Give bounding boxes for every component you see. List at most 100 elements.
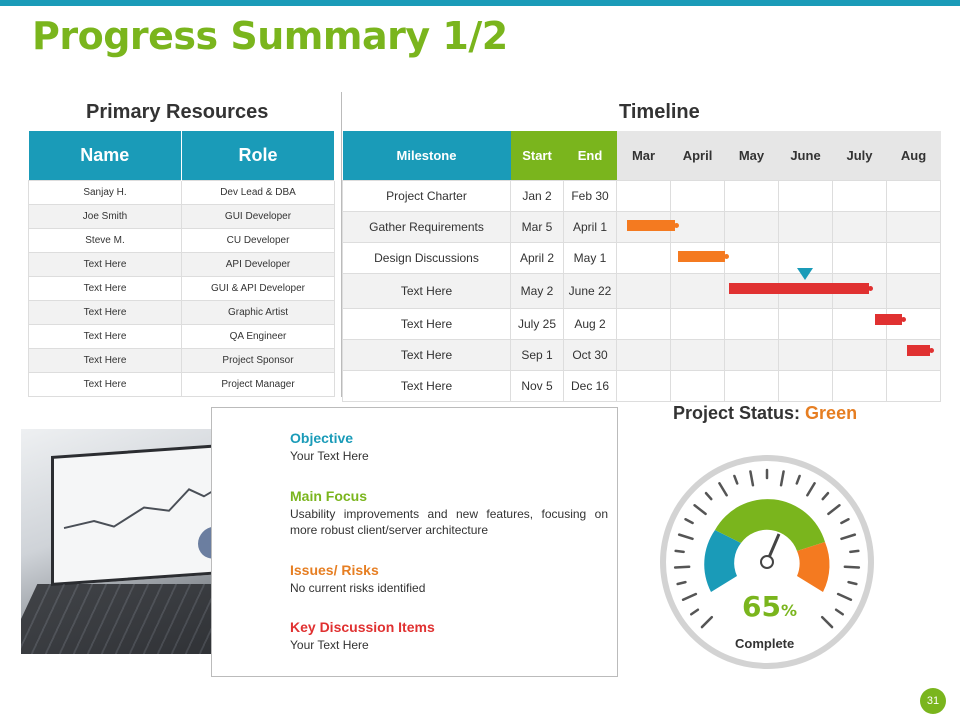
gauge-tick bbox=[673, 565, 691, 569]
resource-name: Text Here bbox=[28, 299, 182, 325]
gauge-tick bbox=[700, 615, 714, 629]
gantt-bar bbox=[907, 345, 934, 356]
resource-role: API Developer bbox=[181, 251, 335, 277]
column-header-june: June bbox=[778, 131, 833, 180]
key-items-block: Key Discussion Items Your Text Here bbox=[290, 619, 608, 653]
gauge-tick bbox=[749, 470, 755, 487]
gauge-tick bbox=[676, 580, 687, 586]
table-row: Text Here QA Engineer bbox=[28, 323, 335, 349]
table-row: Steve M. CU Developer bbox=[28, 227, 335, 253]
milestone-name: Text Here bbox=[342, 338, 511, 371]
gauge-tick bbox=[684, 517, 694, 525]
resource-name: Sanjay H. bbox=[28, 179, 182, 205]
milestone-end: Aug 2 bbox=[563, 307, 617, 340]
gauge-tick bbox=[693, 504, 707, 516]
key-items-text: Your Text Here bbox=[290, 638, 369, 652]
gauge-tick bbox=[834, 608, 844, 616]
column-header-aug: Aug bbox=[886, 131, 941, 180]
table-row: Text Here Sep 1 Oct 30 bbox=[342, 338, 941, 371]
percent-complete: 65% bbox=[742, 590, 797, 623]
main-focus-heading: Main Focus bbox=[290, 488, 368, 504]
top-accent-bar bbox=[0, 0, 960, 6]
gauge-tick bbox=[827, 504, 841, 516]
milestone-start: Mar 5 bbox=[510, 210, 564, 243]
table-row: Gather Requirements Mar 5 April 1 bbox=[342, 210, 941, 243]
milestone-start: Nov 5 bbox=[510, 369, 564, 402]
resource-role: GUI Developer bbox=[181, 203, 335, 229]
main-focus-text: Usability improvements and new features,… bbox=[290, 507, 608, 537]
milestone-end: May 1 bbox=[563, 241, 617, 274]
gauge-tick bbox=[795, 474, 801, 485]
column-header-july: July bbox=[832, 131, 887, 180]
milestone-start: Sep 1 bbox=[510, 338, 564, 371]
gauge-tick bbox=[849, 549, 860, 554]
milestone-name: Design Discussions bbox=[342, 241, 511, 274]
gauge-tick bbox=[821, 491, 830, 501]
column-header-may: May bbox=[724, 131, 779, 180]
key-items-heading: Key Discussion Items bbox=[290, 619, 435, 635]
gauge-tick bbox=[840, 517, 850, 525]
section-divider bbox=[341, 92, 342, 397]
table-row: Text Here July 25 Aug 2 bbox=[342, 307, 941, 340]
milestone-start: July 25 bbox=[510, 307, 564, 340]
resource-role: GUI & API Developer bbox=[181, 275, 335, 301]
resource-role: QA Engineer bbox=[181, 323, 335, 349]
resources-table: Name Role Sanjay H. Dev Lead & DBA Joe Sm… bbox=[28, 131, 335, 397]
page-title: Progress Summary 1/2 bbox=[32, 14, 508, 58]
progress-gauge bbox=[660, 455, 874, 669]
issues-heading: Issues/ Risks bbox=[290, 562, 379, 578]
table-row: Text Here Project Manager bbox=[28, 371, 335, 397]
table-row: Text Here Nov 5 Dec 16 bbox=[342, 369, 941, 402]
gauge-tick bbox=[836, 592, 853, 602]
column-header-role: Role bbox=[181, 131, 335, 180]
gauge-tick bbox=[843, 565, 861, 569]
main-focus-block: Main Focus Usability improvements and ne… bbox=[290, 488, 608, 538]
resources-heading: Primary Resources bbox=[86, 101, 269, 123]
column-header-milestone: Milestone bbox=[342, 131, 511, 180]
milestone-name: Gather Requirements bbox=[342, 210, 511, 243]
gantt-bar bbox=[875, 314, 906, 325]
project-status: Project Status: Green bbox=[673, 403, 857, 424]
column-header-april: April bbox=[670, 131, 725, 180]
resource-role: Project Sponsor bbox=[181, 347, 335, 373]
gantt-bar bbox=[729, 283, 873, 294]
table-row: Text Here GUI & API Developer bbox=[28, 275, 335, 301]
resource-name: Steve M. bbox=[28, 227, 182, 253]
resource-name: Text Here bbox=[28, 275, 182, 301]
percent-value: 65 bbox=[742, 590, 781, 623]
column-header-end: End bbox=[563, 131, 617, 180]
milestone-name: Text Here bbox=[342, 307, 511, 340]
table-row: Sanjay H. Dev Lead & DBA bbox=[28, 179, 335, 205]
gauge-tick bbox=[847, 580, 858, 586]
gantt-bar bbox=[678, 251, 729, 262]
table-row: Text Here May 2 June 22 bbox=[342, 272, 941, 309]
info-panel: Objective Your Text Here Main Focus Usab… bbox=[211, 407, 618, 677]
milestone-end: Oct 30 bbox=[563, 338, 617, 371]
gauge-tick bbox=[806, 482, 816, 497]
milestone-end: June 22 bbox=[563, 272, 617, 309]
timeline-heading: Timeline bbox=[619, 101, 700, 123]
resource-role: Dev Lead & DBA bbox=[181, 179, 335, 205]
page-number: 31 bbox=[920, 688, 946, 714]
gauge-tick bbox=[733, 474, 739, 485]
resource-role: Project Manager bbox=[181, 371, 335, 397]
gauge-tick bbox=[674, 549, 685, 554]
resource-name: Text Here bbox=[28, 323, 182, 349]
milestone-end: Dec 16 bbox=[563, 369, 617, 402]
percent-sign: % bbox=[780, 601, 797, 620]
resource-name: Text Here bbox=[28, 251, 182, 277]
gantt-bar bbox=[627, 220, 679, 231]
objective-heading: Objective bbox=[290, 430, 354, 446]
table-row: Design Discussions April 2 May 1 bbox=[342, 241, 941, 274]
issues-text: No current risks identified bbox=[290, 581, 426, 595]
table-row: Joe Smith GUI Developer bbox=[28, 203, 335, 229]
issues-block: Issues/ Risks No current risks identifie… bbox=[290, 562, 608, 596]
objective-text: Your Text Here bbox=[290, 449, 369, 463]
gauge-tick bbox=[704, 491, 713, 501]
table-row: Text Here Graphic Artist bbox=[28, 299, 335, 325]
table-row: Text Here API Developer bbox=[28, 251, 335, 277]
milestone-name: Project Charter bbox=[342, 179, 511, 212]
resource-role: Graphic Artist bbox=[181, 299, 335, 325]
objective-block: Objective Your Text Here bbox=[290, 430, 608, 464]
project-status-value: Green bbox=[805, 403, 858, 423]
